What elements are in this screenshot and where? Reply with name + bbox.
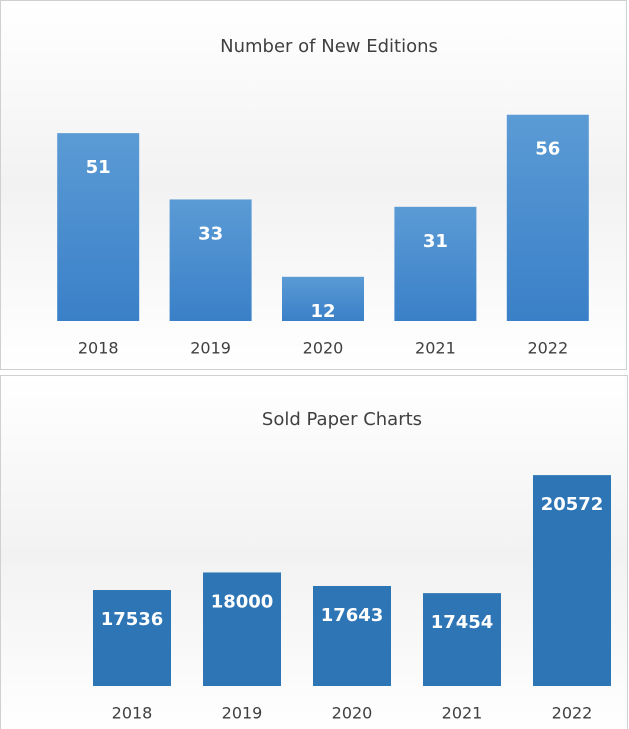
bar <box>203 572 281 686</box>
x-tick-label: 2022 <box>552 704 593 723</box>
bar <box>533 475 611 686</box>
bar <box>57 133 140 321</box>
value-label: 31 <box>423 231 448 252</box>
x-tick-label: 2018 <box>78 339 119 358</box>
chart-title: Sold Paper Charts <box>262 409 422 430</box>
value-label: 17536 <box>101 609 164 630</box>
x-tick-label: 2020 <box>332 704 373 723</box>
value-label: 20572 <box>541 494 604 515</box>
value-label: 17643 <box>321 605 384 626</box>
x-tick-label: 2020 <box>303 339 344 358</box>
bar <box>506 114 589 321</box>
bar <box>423 593 501 686</box>
value-label: 33 <box>198 223 223 244</box>
value-label: 56 <box>535 139 560 160</box>
value-label: 18000 <box>211 591 274 612</box>
bar <box>93 590 171 686</box>
bar <box>169 199 252 321</box>
x-tick-label: 2021 <box>442 704 483 723</box>
value-label: 17454 <box>431 612 494 633</box>
bar <box>313 585 391 686</box>
x-tick-label: 2022 <box>527 339 568 358</box>
bar <box>394 206 477 321</box>
x-tick-label: 2019 <box>222 704 263 723</box>
chart-title: Number of New Editions <box>220 36 438 57</box>
x-tick-label: 2019 <box>190 339 231 358</box>
x-tick-label: 2021 <box>415 339 456 358</box>
x-tick-label: 2018 <box>112 704 153 723</box>
value-label: 51 <box>86 157 111 178</box>
value-label: 12 <box>310 301 335 322</box>
bar <box>282 276 364 321</box>
